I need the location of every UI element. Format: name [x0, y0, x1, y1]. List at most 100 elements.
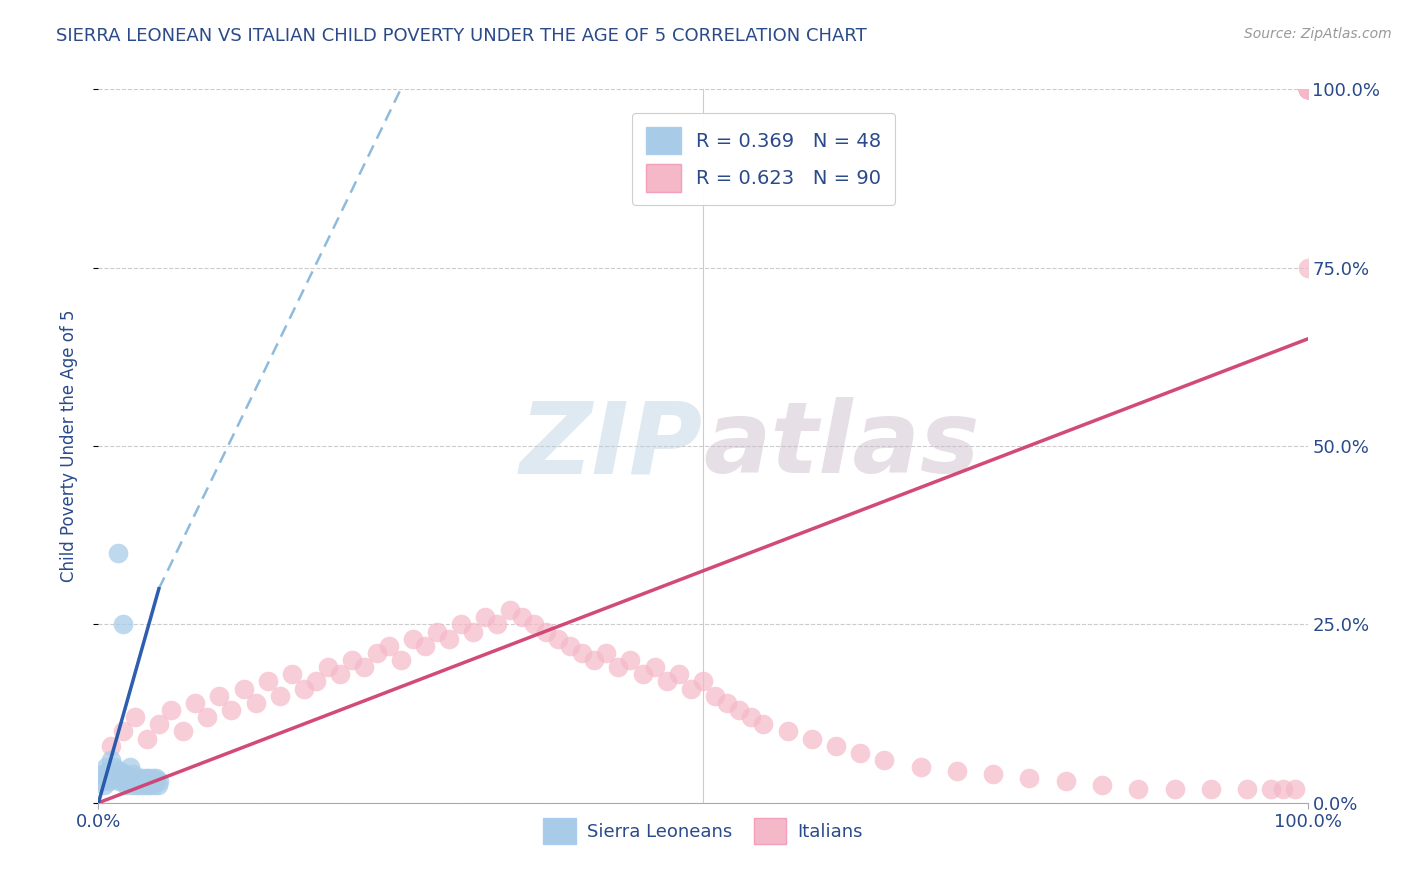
- Point: [752, 717, 775, 731]
- Point: [100, 767, 122, 781]
- Point: [128, 778, 150, 792]
- Point: [118, 774, 141, 789]
- Point: [595, 646, 617, 660]
- Point: [97, 764, 120, 778]
- Point: [1296, 260, 1319, 275]
- Point: [704, 689, 727, 703]
- Point: [292, 681, 315, 696]
- Point: [1296, 82, 1319, 96]
- Point: [1272, 781, 1295, 796]
- Text: Source: ZipAtlas.com: Source: ZipAtlas.com: [1244, 27, 1392, 41]
- Point: [146, 778, 169, 792]
- Point: [122, 767, 145, 781]
- Point: [184, 696, 207, 710]
- Point: [1296, 82, 1319, 96]
- Point: [129, 774, 152, 789]
- Point: [474, 610, 496, 624]
- Point: [1296, 82, 1319, 96]
- Point: [98, 774, 121, 789]
- Point: [1296, 82, 1319, 96]
- Point: [127, 774, 149, 789]
- Point: [142, 771, 165, 785]
- Point: [1128, 781, 1150, 796]
- Point: [776, 724, 799, 739]
- Point: [450, 617, 472, 632]
- Point: [1296, 82, 1319, 96]
- Point: [221, 703, 243, 717]
- Point: [100, 753, 122, 767]
- Point: [583, 653, 606, 667]
- Point: [135, 771, 157, 785]
- Point: [389, 653, 412, 667]
- Point: [120, 771, 142, 785]
- Point: [679, 681, 702, 696]
- Point: [256, 674, 278, 689]
- Point: [728, 703, 751, 717]
- Point: [269, 689, 291, 703]
- Point: [134, 774, 156, 789]
- Point: [281, 667, 304, 681]
- Point: [127, 771, 149, 785]
- Point: [208, 689, 231, 703]
- Point: [93, 778, 115, 792]
- Point: [115, 778, 138, 792]
- Point: [195, 710, 218, 724]
- Text: atlas: atlas: [703, 398, 980, 494]
- Point: [143, 774, 166, 789]
- Point: [110, 771, 132, 785]
- Point: [668, 667, 690, 681]
- Point: [139, 778, 162, 792]
- Y-axis label: Child Poverty Under the Age of 5: Child Poverty Under the Age of 5: [59, 310, 77, 582]
- Point: [1284, 781, 1306, 796]
- Point: [160, 703, 183, 717]
- Point: [305, 674, 328, 689]
- Text: ZIP: ZIP: [520, 398, 703, 494]
- Point: [353, 660, 375, 674]
- Point: [117, 771, 139, 785]
- Point: [366, 646, 388, 660]
- Point: [100, 739, 122, 753]
- Point: [316, 660, 339, 674]
- Point: [91, 767, 114, 781]
- Point: [342, 653, 364, 667]
- Point: [1296, 82, 1319, 96]
- Point: [135, 731, 157, 746]
- Point: [1296, 82, 1319, 96]
- Point: [1199, 781, 1222, 796]
- Point: [558, 639, 581, 653]
- Point: [800, 731, 823, 746]
- Point: [534, 624, 557, 639]
- Point: [1296, 82, 1319, 96]
- Point: [486, 617, 509, 632]
- Point: [148, 774, 170, 789]
- Point: [607, 660, 630, 674]
- Point: [114, 767, 136, 781]
- Point: [111, 724, 134, 739]
- Point: [141, 774, 163, 789]
- Point: [1260, 781, 1282, 796]
- Point: [437, 632, 460, 646]
- Point: [107, 546, 129, 560]
- Point: [619, 653, 641, 667]
- Point: [138, 771, 160, 785]
- Point: [644, 660, 666, 674]
- Point: [245, 696, 267, 710]
- Point: [1054, 774, 1077, 789]
- Point: [1163, 781, 1185, 796]
- Point: [740, 710, 762, 724]
- Point: [1296, 82, 1319, 96]
- Point: [329, 667, 352, 681]
- Point: [108, 774, 131, 789]
- Point: [94, 760, 117, 774]
- Point: [136, 774, 159, 789]
- Point: [96, 771, 118, 785]
- Point: [946, 764, 969, 778]
- Point: [631, 667, 654, 681]
- Point: [1296, 82, 1319, 96]
- Point: [825, 739, 848, 753]
- Point: [118, 760, 141, 774]
- Point: [873, 753, 896, 767]
- Point: [104, 771, 127, 785]
- Legend: Sierra Leoneans, Italians: Sierra Leoneans, Italians: [536, 811, 870, 851]
- Point: [1296, 82, 1319, 96]
